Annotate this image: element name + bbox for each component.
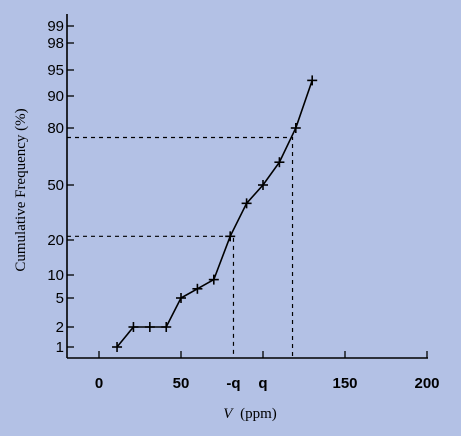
data-series [116,80,313,348]
reference-guide-line [67,136,294,358]
y-tick-label: 80 [47,120,64,137]
data-point [208,274,219,285]
y-tick-label: 10 [47,267,64,284]
axes [66,14,428,359]
data-point [192,283,203,294]
x-tick-label: 50 [173,375,190,392]
data-point [112,342,123,352]
y-tick-label: 90 [47,88,64,105]
data-point [258,180,268,190]
y-axis-label: Cumulative Frequency (%) [13,108,29,271]
x-axis-label-unit: (ppm) [240,406,277,422]
data-point [144,322,155,332]
y-tick-label: 50 [47,177,64,194]
x-tick-label: 0 [95,375,103,392]
x-axis-label: V (ppm) [223,406,277,422]
x-tick-label: 150 [332,375,357,392]
data-markers [112,75,318,352]
y-tick-label: 20 [47,232,64,249]
data-point [274,157,285,168]
data-point [128,322,139,332]
reference-guides [67,136,294,358]
x-tick-label: -q [226,375,240,392]
data-point [241,198,252,209]
data-point [290,123,301,133]
series-line [116,80,313,348]
y-tick-label: 95 [47,62,64,79]
reference-guide-line [67,235,235,358]
y-tick-label: 99 [47,18,64,35]
data-point [307,75,318,86]
data-point [225,231,236,242]
x-tick-label: q [258,375,267,392]
y-tick-label: 98 [47,35,64,52]
y-tick-label: 1 [56,339,64,356]
data-point [161,322,172,332]
data-point [176,293,186,303]
x-tick-label: 200 [414,375,439,392]
y-tick-label: 5 [56,290,64,307]
y-tick-label: 2 [56,319,64,336]
x-axis-label-variable: V [223,406,234,422]
